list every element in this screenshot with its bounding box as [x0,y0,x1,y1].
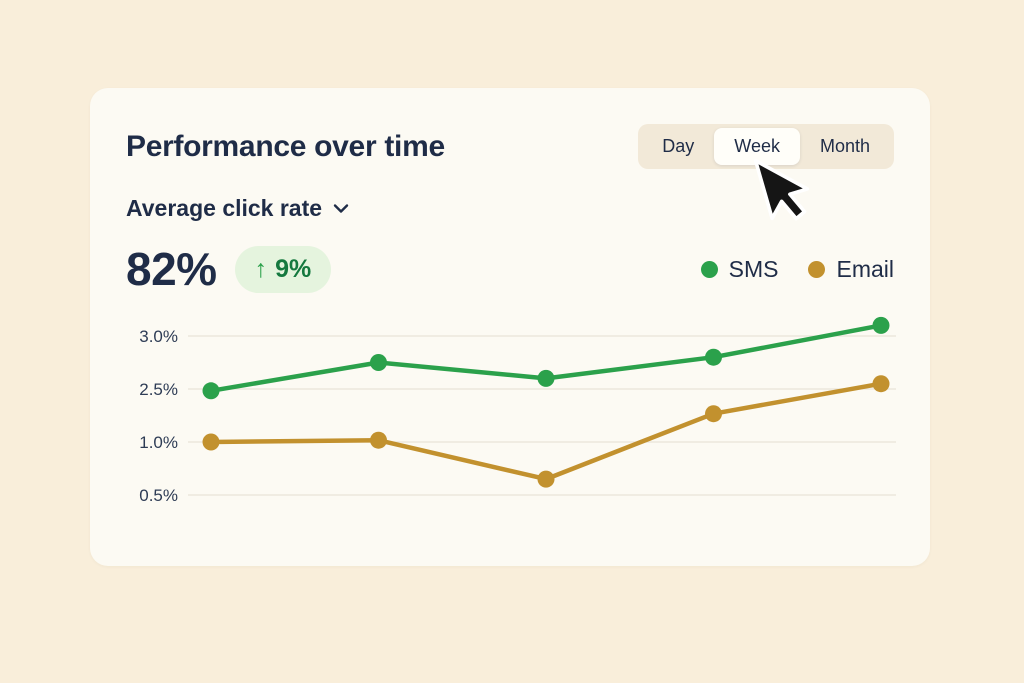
y-axis-label: 1.0% [139,433,178,452]
data-point-email [370,431,387,449]
stat-value: 82% [126,243,217,295]
data-point-email [705,405,722,423]
metric-selector-label: Average click rate [126,195,323,221]
data-point-email [537,470,555,488]
performance-chart: 3.0% 2.5% 1.0% 0.5% [139,316,896,505]
stat-row: 82% ↑ 9% SMS Email [126,242,894,296]
tab-week[interactable]: Week [714,128,800,165]
tab-month[interactable]: Month [800,128,890,165]
sms-legend-label: SMS [728,255,779,282]
chart-legend: SMS Email [700,255,894,283]
delta-value: 9% [275,254,312,283]
arrow-up-icon: ↑ [254,254,268,283]
data-point-sms [537,369,555,387]
page-title: Performance over time [126,129,445,163]
series-line-email [208,381,884,482]
time-range-tabs: Day Week Month [638,124,894,169]
y-axis-label: 2.5% [139,380,178,399]
data-point-email [872,375,890,393]
sms-legend-dot [700,260,718,278]
data-point-email [202,433,220,451]
chevron-down-icon [333,203,349,214]
legend-item-sms: SMS [700,255,779,283]
tab-day[interactable]: Day [642,128,714,165]
email-legend-label: Email [836,255,894,282]
email-legend-dot [808,260,826,278]
delta-badge: ↑ 9% [234,245,332,293]
data-point-sms [872,316,890,334]
performance-card: Performance over time Day Week Month Ave… [90,88,930,566]
data-point-sms [202,382,220,400]
data-point-sms [370,354,387,371]
data-point-sms [705,348,722,366]
legend-item-email: Email [808,256,894,283]
stat-group: 82% ↑ 9% [126,242,332,296]
chart-area: 3.0% 2.5% 1.0% 0.5% [126,314,896,514]
y-axis-label: 0.5% [139,486,178,505]
y-axis-label: 3.0% [139,327,178,346]
card-header: Performance over time Day Week Month [126,124,894,169]
metric-selector[interactable]: Average click rate [126,195,349,222]
